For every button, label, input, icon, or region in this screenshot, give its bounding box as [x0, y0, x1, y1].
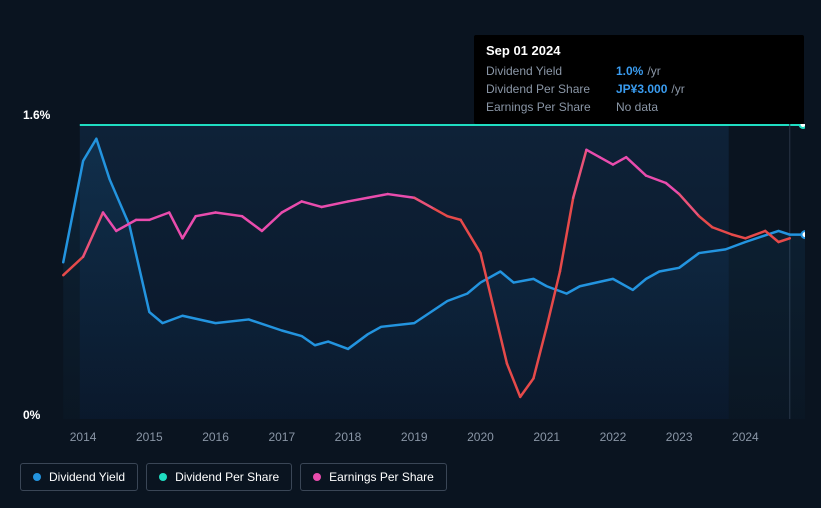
- x-tick: 2019: [401, 430, 428, 444]
- tooltip-row: Earnings Per Share No data: [486, 98, 792, 116]
- legend-dot: [159, 473, 167, 481]
- tooltip-date: Sep 01 2024: [486, 43, 792, 62]
- tooltip-value: No data: [616, 100, 658, 114]
- x-tick: 2022: [600, 430, 627, 444]
- tooltip-box: Sep 01 2024 Dividend Yield 1.0% /yr Divi…: [474, 35, 804, 124]
- x-tick: 2018: [335, 430, 362, 444]
- x-tick: 2023: [666, 430, 693, 444]
- x-tick: 2020: [467, 430, 494, 444]
- tooltip-label: Dividend Yield: [486, 64, 616, 78]
- tooltip-label: Dividend Per Share: [486, 82, 616, 96]
- tooltip-value: JP¥3.000: [616, 82, 667, 96]
- legend-earnings-per-share[interactable]: Earnings Per Share: [300, 463, 447, 491]
- chart-plot: [50, 124, 805, 419]
- legend-text: Earnings Per Share: [329, 470, 434, 484]
- tooltip-unit: /yr: [671, 82, 684, 96]
- y-axis-bottom-label: 0%: [23, 408, 40, 422]
- legend-dot: [313, 473, 321, 481]
- chart-svg: [50, 124, 805, 419]
- x-tick: 2017: [268, 430, 295, 444]
- x-tick: 2021: [533, 430, 560, 444]
- legend-text: Dividend Yield: [49, 470, 125, 484]
- tooltip-row: Dividend Per Share JP¥3.000 /yr: [486, 80, 792, 98]
- x-axis: 2014 2015 2016 2017 2018 2019 2020 2021 2022 2023…: [50, 430, 805, 450]
- legend-dividend-per-share[interactable]: Dividend Per Share: [146, 463, 292, 491]
- y-axis-top-label: 1.6%: [23, 108, 50, 122]
- legend-dot: [33, 473, 41, 481]
- legend: Dividend Yield Dividend Per Share Earnin…: [20, 463, 447, 491]
- tooltip-value: 1.0%: [616, 64, 643, 78]
- tooltip-row: Dividend Yield 1.0% /yr: [486, 62, 792, 80]
- x-tick: 2016: [202, 430, 229, 444]
- x-tick: 2024: [732, 430, 759, 444]
- x-tick: 2015: [136, 430, 163, 444]
- tooltip-label: Earnings Per Share: [486, 100, 616, 114]
- legend-text: Dividend Per Share: [175, 470, 279, 484]
- tooltip-unit: /yr: [647, 64, 660, 78]
- legend-dividend-yield[interactable]: Dividend Yield: [20, 463, 138, 491]
- x-tick: 2014: [70, 430, 97, 444]
